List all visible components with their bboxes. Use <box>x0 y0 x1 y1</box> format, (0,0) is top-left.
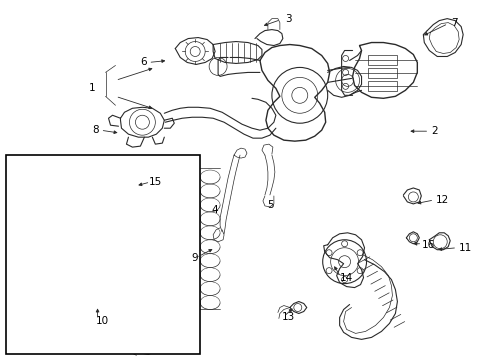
Text: 15: 15 <box>148 177 162 187</box>
Text: 8: 8 <box>92 125 98 135</box>
Text: 6: 6 <box>141 58 147 67</box>
Text: 3: 3 <box>285 14 292 24</box>
Text: 1: 1 <box>89 84 96 93</box>
Text: 11: 11 <box>459 243 472 253</box>
Bar <box>368 68 397 78</box>
Text: 4: 4 <box>212 205 218 215</box>
Text: 16: 16 <box>421 240 435 250</box>
Text: 7: 7 <box>451 18 458 28</box>
Text: 5: 5 <box>267 200 273 210</box>
Text: 2: 2 <box>431 126 438 136</box>
Text: 13: 13 <box>282 312 295 323</box>
Text: 10: 10 <box>96 316 109 327</box>
Text: 9: 9 <box>192 253 198 263</box>
Text: 14: 14 <box>340 273 353 283</box>
Bar <box>368 55 397 66</box>
Text: 12: 12 <box>436 195 449 205</box>
Bar <box>6 155 200 354</box>
Bar <box>368 81 397 91</box>
